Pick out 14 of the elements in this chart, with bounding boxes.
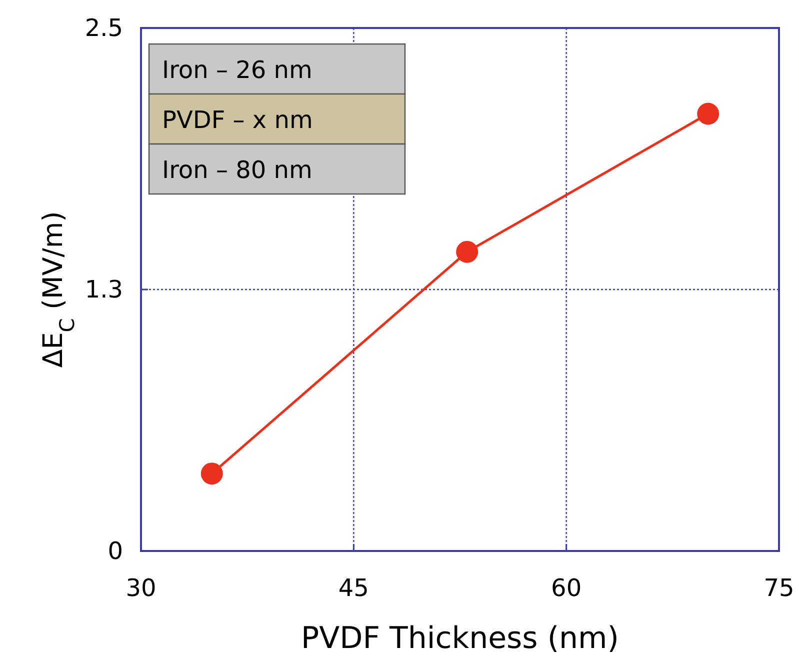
x-axis-title: PVDF Thickness (nm) — [301, 621, 619, 656]
point — [456, 240, 478, 263]
y-tick-label: 0 — [108, 537, 123, 565]
annotation: Iron – 26 nm — [162, 56, 312, 84]
annotation: PVDF – x nm — [162, 106, 313, 134]
x-tick-label: 45 — [338, 574, 369, 602]
y-tick-label: 2.5 — [84, 14, 123, 42]
x-tick-label: 30 — [126, 574, 156, 602]
x-tick-label: 75 — [764, 574, 794, 602]
point — [697, 102, 720, 125]
y-tick-label: 1.3 — [84, 276, 123, 304]
x-tick-label: 60 — [551, 574, 582, 602]
annotation: Iron – 80 nm — [162, 156, 312, 184]
point — [200, 462, 223, 485]
